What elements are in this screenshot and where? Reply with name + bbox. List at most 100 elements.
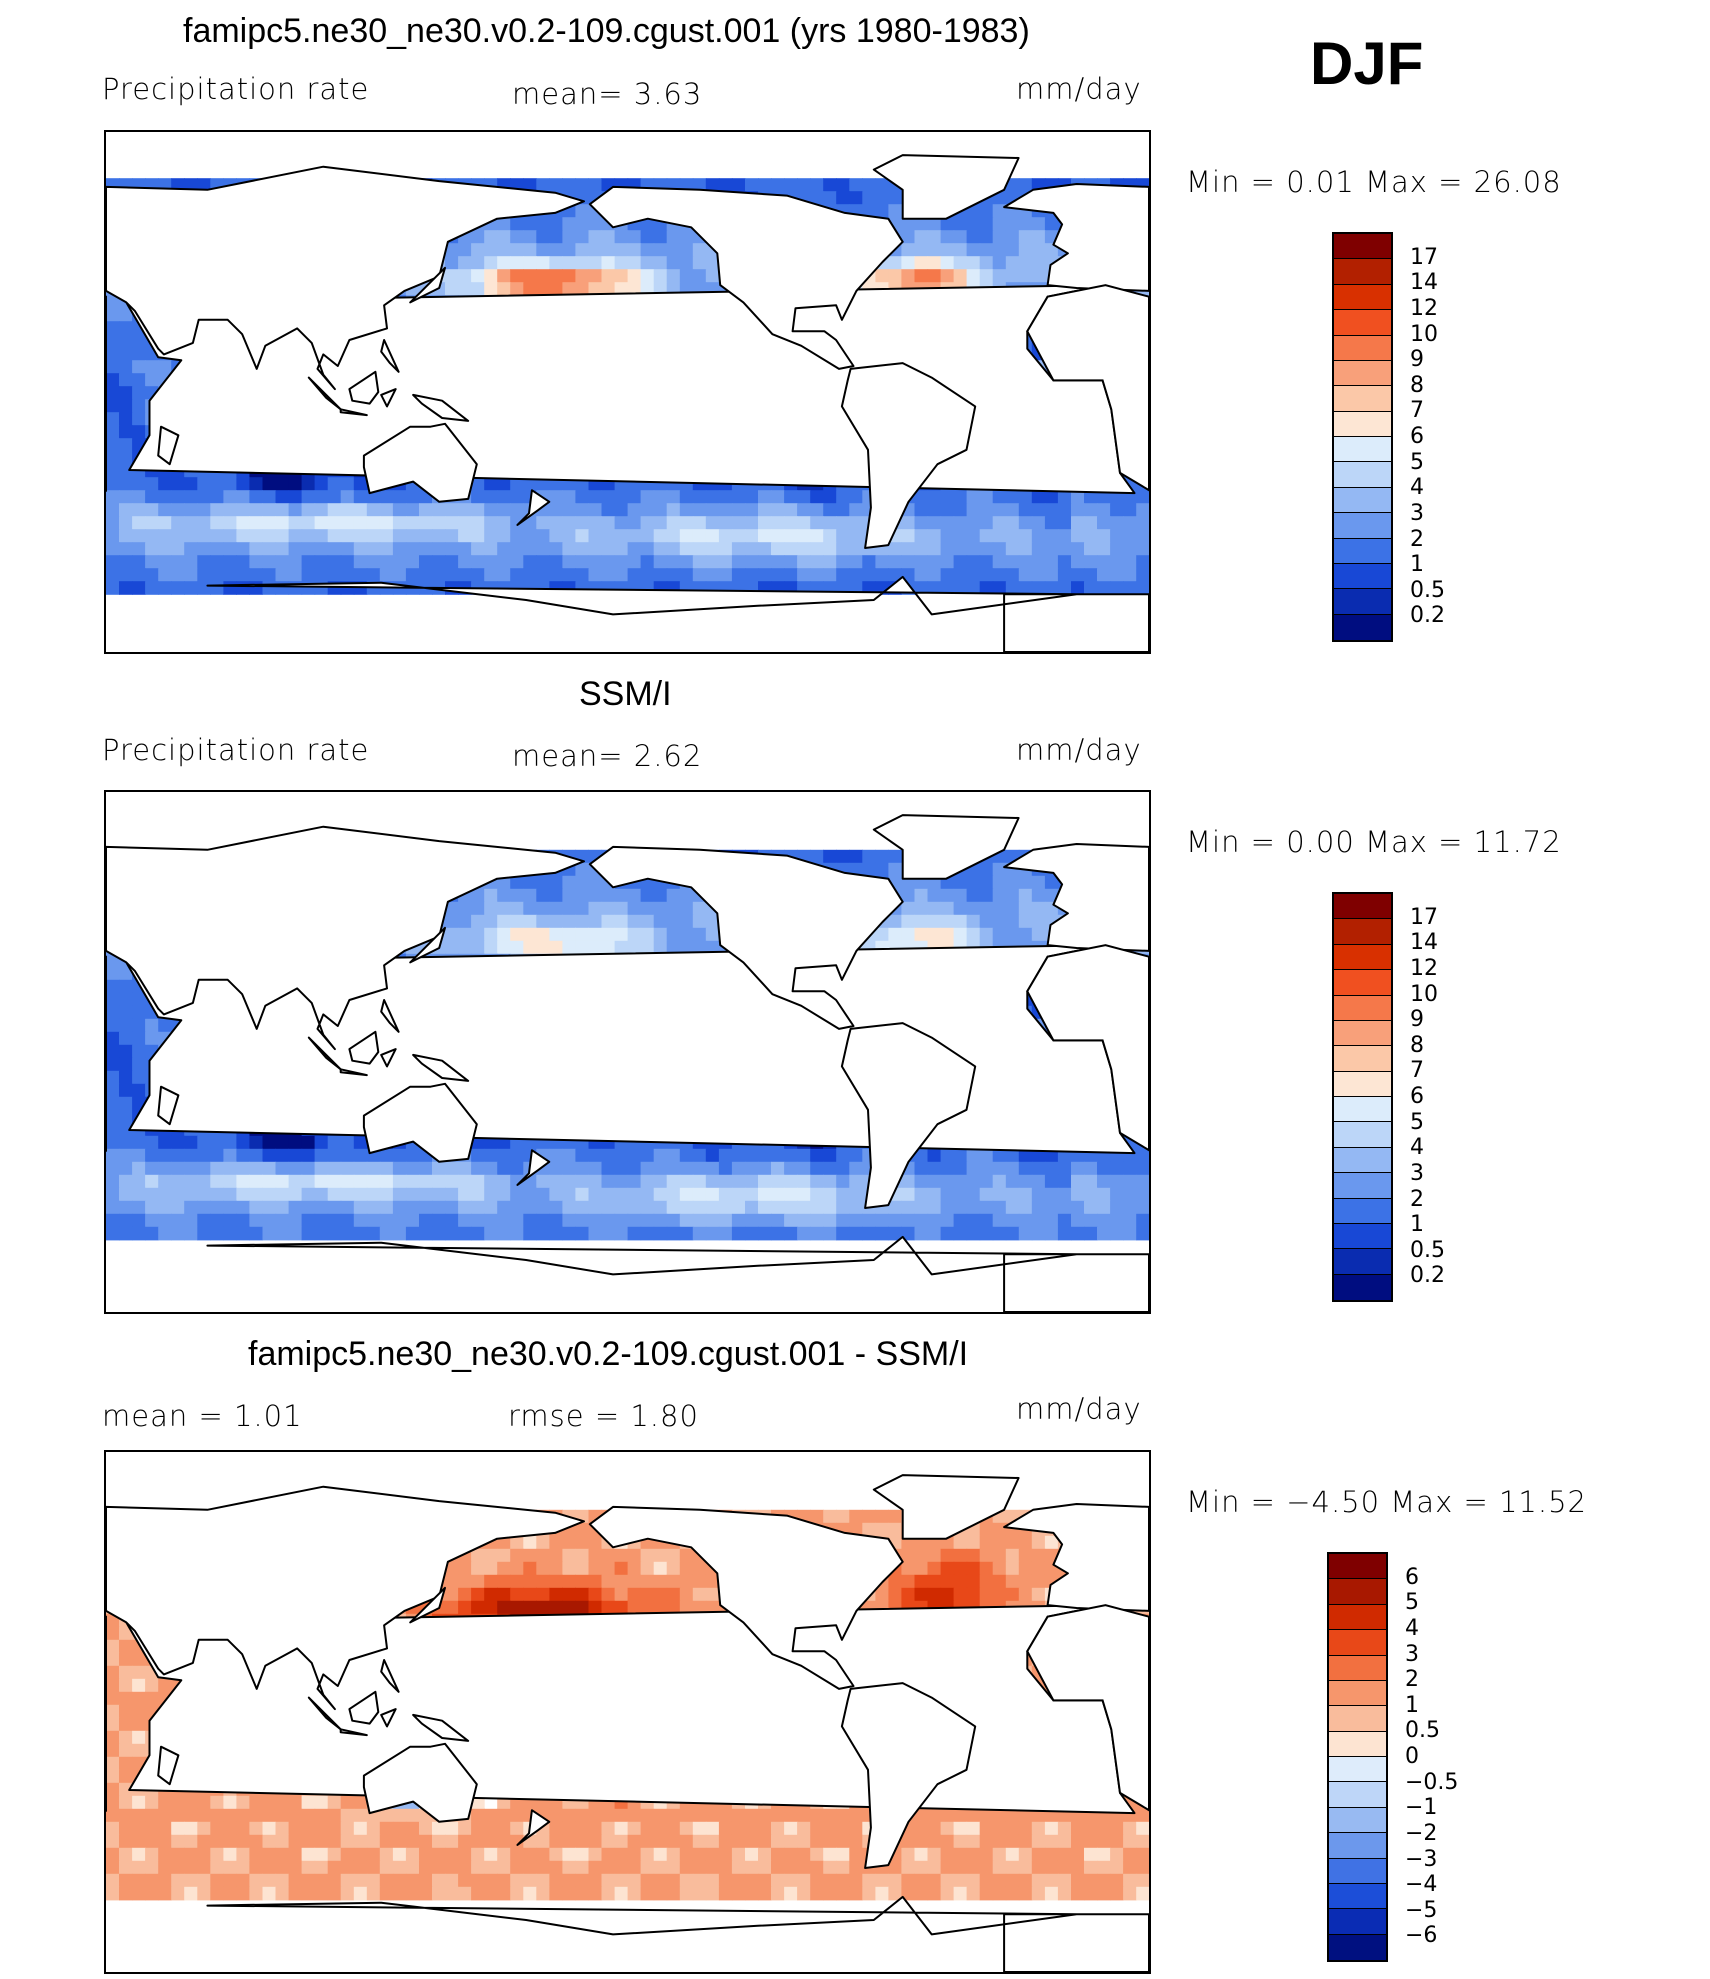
colorbar-tick-label: 2: [1410, 1186, 1424, 1212]
colorbar-tick-label: 10: [1410, 981, 1438, 1007]
colorbar-tick-label: 4: [1410, 475, 1424, 501]
colorbar-tick-label: 14: [1410, 930, 1438, 956]
colorbar-swatch: [1334, 310, 1391, 336]
colorbar-swatch: [1334, 563, 1391, 590]
colorbar-swatch: [1334, 1020, 1391, 1047]
colorbar-swatch: [1334, 995, 1391, 1021]
colorbar-tick-label: 3: [1410, 500, 1424, 526]
panel-title-observations: SSM/I: [579, 675, 672, 713]
colorbar-swatch: [1334, 411, 1391, 437]
colorbar-swatch: [1334, 1198, 1391, 1224]
colorbar-tick-label: −2: [1405, 1820, 1438, 1846]
panel-3-map-svg: [106, 1474, 1149, 1972]
colorbar-tick-label: 5: [1410, 1109, 1424, 1135]
panel-3-unit: mm/day: [1016, 1392, 1142, 1426]
panel-3-minmax: Min = −4.50 Max = 11.52: [1186, 1485, 1587, 1519]
colorbar-tick-label: 9: [1410, 1007, 1424, 1033]
colorbar-swatch: [1334, 589, 1391, 615]
colorbar-swatch: [1334, 1147, 1391, 1174]
panel-2-minmax: Min = 0.00 Max = 11.72: [1186, 825, 1562, 859]
colorbar-swatch: [1334, 284, 1391, 311]
continent-outlines: [106, 1474, 1149, 1972]
colorbar-tick-label: 3: [1405, 1641, 1419, 1667]
colorbar-tick-label: −0.5: [1405, 1769, 1459, 1795]
colorbar-swatch: [1329, 1782, 1386, 1808]
colorbar-swatch: [1334, 360, 1391, 387]
colorbar-swatch: [1334, 487, 1391, 514]
panel-1-map: [104, 130, 1151, 654]
colorbar-swatch: [1329, 1909, 1386, 1935]
colorbar-swatch: [1334, 1173, 1391, 1199]
colorbar-tick-label: 5: [1410, 449, 1424, 475]
colorbar-tick-label: 7: [1410, 398, 1424, 424]
panel-3-rmse: rmse = 1.80: [508, 1399, 699, 1433]
colorbar-swatch: [1334, 1274, 1391, 1300]
colorbar-swatch: [1334, 437, 1391, 463]
colorbar-swatch: [1334, 1223, 1391, 1250]
colorbar-swatch: [1334, 513, 1391, 539]
colorbar-swatch: [1334, 1249, 1391, 1275]
colorbar-swatch: [1334, 614, 1391, 640]
colorbar-swatch: [1329, 1883, 1386, 1910]
colorbar-swatch: [1334, 335, 1391, 361]
panel-1-colorbar: [1332, 232, 1393, 642]
colorbar-swatch: [1334, 894, 1391, 920]
colorbar-tick-label: 12: [1410, 955, 1438, 981]
colorbar-tick-label: 3: [1410, 1160, 1424, 1186]
colorbar-tick-label: 17: [1410, 904, 1438, 930]
colorbar-swatch: [1329, 1807, 1386, 1834]
colorbar-tick-label: 7: [1410, 1058, 1424, 1084]
colorbar-tick-label: −3: [1405, 1846, 1438, 1872]
colorbar-swatch: [1329, 1554, 1386, 1580]
colorbar-tick-label: 0.5: [1410, 1237, 1445, 1263]
colorbar-swatch: [1329, 1833, 1386, 1859]
colorbar-tick-label: 1: [1410, 1212, 1424, 1238]
colorbar-swatch: [1334, 386, 1391, 412]
colorbar-tick-label: 17: [1410, 244, 1438, 270]
continent-outlines: [106, 814, 1149, 1312]
colorbar-tick-label: 6: [1410, 424, 1424, 449]
colorbar-tick-label: 0.5: [1410, 577, 1445, 603]
colorbar-tick-label: 0.5: [1405, 1718, 1440, 1744]
panel-2-colorbar: [1332, 892, 1393, 1302]
colorbar-swatch: [1334, 538, 1391, 564]
panel-2-map: [104, 790, 1151, 1314]
colorbar-swatch: [1329, 1706, 1386, 1732]
colorbar-tick-label: 8: [1410, 372, 1424, 398]
colorbar-tick-label: 6: [1410, 1084, 1424, 1109]
panel-2-map-svg: [106, 814, 1149, 1312]
colorbar-swatch: [1334, 1122, 1391, 1148]
colorbar-swatch: [1329, 1604, 1386, 1631]
colorbar-swatch: [1334, 970, 1391, 996]
colorbar-swatch: [1329, 1655, 1386, 1681]
panel-2-variable-label: Precipitation rate: [102, 733, 370, 767]
continent-outlines: [106, 154, 1149, 652]
colorbar-swatch: [1334, 919, 1391, 945]
colorbar-tick-label: 0.2: [1410, 603, 1445, 629]
panel-1-mean: mean= 3.63: [512, 77, 703, 111]
panel-1-unit: mm/day: [1016, 72, 1142, 106]
colorbar-swatch: [1329, 1579, 1386, 1605]
panel-2-mean: mean= 2.62: [512, 739, 703, 773]
colorbar-swatch: [1334, 259, 1391, 285]
colorbar-swatch: [1329, 1858, 1386, 1884]
colorbar-swatch: [1329, 1630, 1386, 1656]
colorbar-tick-label: 0: [1405, 1744, 1419, 1769]
colorbar-swatch: [1334, 1046, 1391, 1072]
colorbar-swatch: [1334, 1071, 1391, 1097]
colorbar-swatch: [1329, 1680, 1386, 1707]
panel-1-map-svg: [106, 154, 1149, 652]
colorbar-swatch: [1329, 1731, 1386, 1757]
colorbar-tick-label: 1: [1410, 552, 1424, 578]
colorbar-tick-label: 14: [1410, 270, 1438, 296]
colorbar-tick-label: −1: [1405, 1795, 1438, 1821]
colorbar-tick-label: 6: [1405, 1564, 1419, 1590]
colorbar-tick-label: 4: [1405, 1615, 1419, 1641]
colorbar-tick-label: 10: [1410, 321, 1438, 347]
panel-1-minmax: Min = 0.01 Max = 26.08: [1186, 165, 1562, 199]
colorbar-tick-label: 0.2: [1410, 1263, 1445, 1289]
panel-title-difference: famipc5.ne30_ne30.v0.2-109.cgust.001 - S…: [248, 1335, 969, 1373]
colorbar-tick-label: 2: [1405, 1667, 1419, 1693]
season-label: DJF: [1310, 30, 1424, 97]
colorbar-swatch: [1334, 1097, 1391, 1123]
